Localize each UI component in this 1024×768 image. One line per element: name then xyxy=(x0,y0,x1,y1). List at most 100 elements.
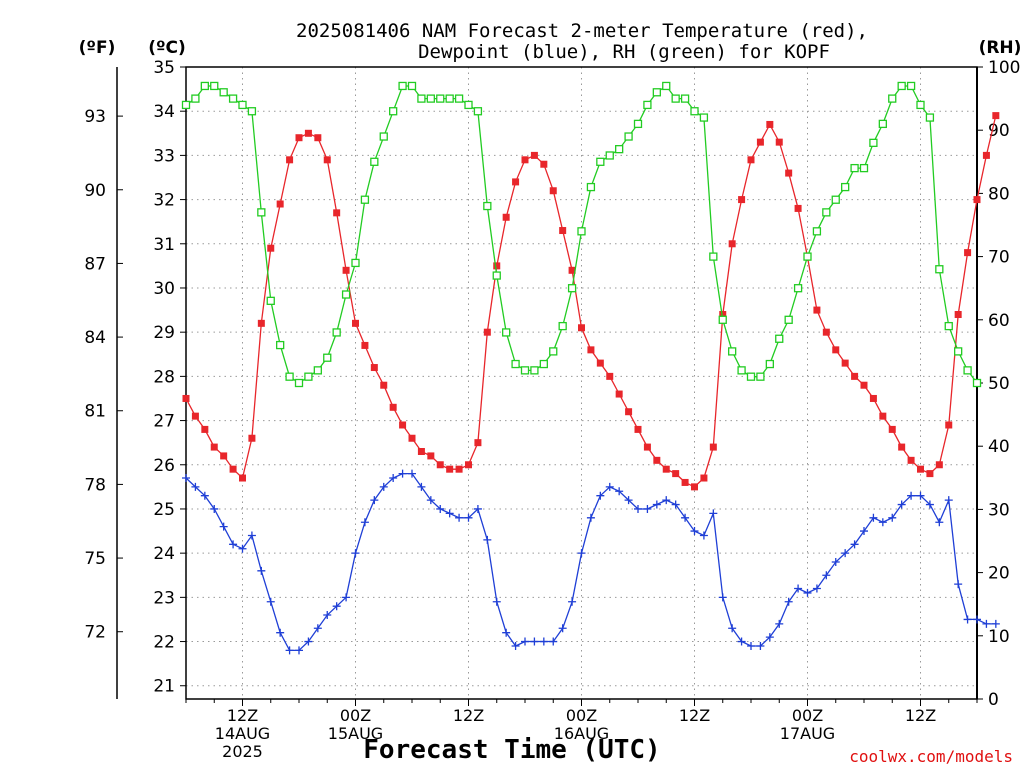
x-tick-label: 12Z xyxy=(679,706,710,725)
rh-point xyxy=(398,81,407,91)
rh-point xyxy=(200,81,209,91)
temperature-point xyxy=(530,151,538,159)
dewpoint-point xyxy=(219,522,228,531)
dewpoint-point xyxy=(200,491,209,500)
rh-point xyxy=(586,182,596,192)
rh-point xyxy=(228,94,238,103)
rh-point xyxy=(445,94,454,103)
temperature-point xyxy=(257,319,265,327)
rh-point xyxy=(360,195,370,204)
temperature-point xyxy=(559,227,567,235)
dewpoint-point xyxy=(247,531,256,540)
temperature-point xyxy=(455,465,463,473)
rh-point xyxy=(313,366,322,375)
rh-point xyxy=(464,100,473,110)
celsius-tick-label: 24 xyxy=(153,544,175,564)
rh-point xyxy=(285,372,294,381)
rh-point xyxy=(407,81,417,91)
credit-text: coolwx.com/models xyxy=(849,747,1013,766)
rh-point xyxy=(426,94,435,103)
dewpoint-point xyxy=(398,469,407,478)
rh-point xyxy=(332,328,341,337)
dewpoint-point xyxy=(210,504,219,513)
rh-point xyxy=(897,81,906,91)
temperature-point xyxy=(417,448,425,456)
temperature-point xyxy=(738,196,746,204)
rh-point xyxy=(370,157,379,166)
temperature-point xyxy=(512,178,520,186)
dewpoint-point xyxy=(191,482,200,491)
temperature-point xyxy=(728,240,736,248)
temperature-point xyxy=(465,461,472,469)
rh-point xyxy=(492,271,501,280)
temperature-point xyxy=(502,213,510,221)
celsius-axis-unit: (ºC) xyxy=(148,38,186,58)
rh-point xyxy=(954,347,963,356)
temperature-point xyxy=(229,465,237,473)
rh-tick-label: 60 xyxy=(988,311,1010,331)
temperature-point xyxy=(606,372,614,380)
dewpoint-point xyxy=(982,619,991,628)
fahrenheit-tick-label: 84 xyxy=(84,328,106,348)
dewpoint-point xyxy=(850,540,859,549)
rh-point xyxy=(454,94,464,103)
temperature-point xyxy=(596,359,604,367)
rh-point xyxy=(294,378,304,388)
dewpoint-point xyxy=(954,580,963,589)
rh-point xyxy=(530,366,539,375)
rh-point xyxy=(859,163,869,173)
dewpoint-point xyxy=(379,482,388,491)
dewpoint-point xyxy=(304,637,313,646)
series-layer xyxy=(181,81,1000,655)
rh-point xyxy=(822,208,831,217)
celsius-tick-label: 23 xyxy=(153,588,175,608)
rh-point xyxy=(690,107,699,116)
rh-point xyxy=(888,94,897,103)
temperature-point xyxy=(248,434,256,442)
temperature-point xyxy=(333,209,341,217)
dewpoint-point xyxy=(266,597,275,606)
x-tick-label: 15AUG xyxy=(328,724,383,743)
celsius-tick-label: 31 xyxy=(153,235,175,255)
rh-point xyxy=(841,182,850,192)
dewpoint-point xyxy=(822,571,831,580)
rh-point xyxy=(972,378,982,388)
temperature-point xyxy=(352,319,359,327)
dewpoint-point xyxy=(568,597,577,606)
dewpoint-point xyxy=(831,557,840,566)
temperature-point xyxy=(436,461,444,469)
rh-point xyxy=(709,252,718,261)
rh-point xyxy=(351,258,360,268)
rh-point xyxy=(699,113,709,122)
dewpoint-point xyxy=(709,509,718,518)
dewpoint-point xyxy=(765,633,774,642)
dewpoint-point xyxy=(991,619,1000,628)
dewpoint-point xyxy=(455,513,464,522)
rh-point xyxy=(756,372,765,381)
dewpoint-point xyxy=(681,513,690,522)
dewpoint-point xyxy=(643,504,652,513)
temperature-point xyxy=(907,456,915,464)
x-tick-label: 00Z xyxy=(340,706,371,725)
temperature-point xyxy=(474,439,482,447)
dewpoint-point xyxy=(285,646,294,655)
dewpoint-point xyxy=(907,491,916,500)
fahrenheit-tick-label: 87 xyxy=(84,254,106,274)
x-tick-label: 17AUG xyxy=(780,724,835,743)
temperature-point xyxy=(578,324,585,332)
temperature-point xyxy=(276,200,284,208)
rh-point xyxy=(558,321,567,331)
rh-point xyxy=(323,353,332,362)
temperature-point xyxy=(493,262,501,270)
temperature-point xyxy=(389,403,397,411)
rh-tick-label: 70 xyxy=(988,248,1010,268)
temperature-point xyxy=(926,470,934,478)
temperature-point xyxy=(342,266,350,274)
rh-point xyxy=(577,227,586,236)
dewpoint-point xyxy=(596,491,605,500)
temperature-point xyxy=(662,465,670,473)
rh-point xyxy=(276,340,285,350)
temperature-point xyxy=(935,461,943,469)
rh-point xyxy=(925,113,935,122)
